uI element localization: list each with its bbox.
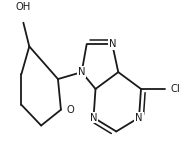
Text: Cl: Cl [170,84,180,94]
Text: O: O [67,105,75,115]
Text: OH: OH [16,2,31,12]
Text: N: N [135,113,143,123]
Text: N: N [109,39,116,49]
Text: N: N [78,67,85,77]
Text: N: N [90,113,97,123]
